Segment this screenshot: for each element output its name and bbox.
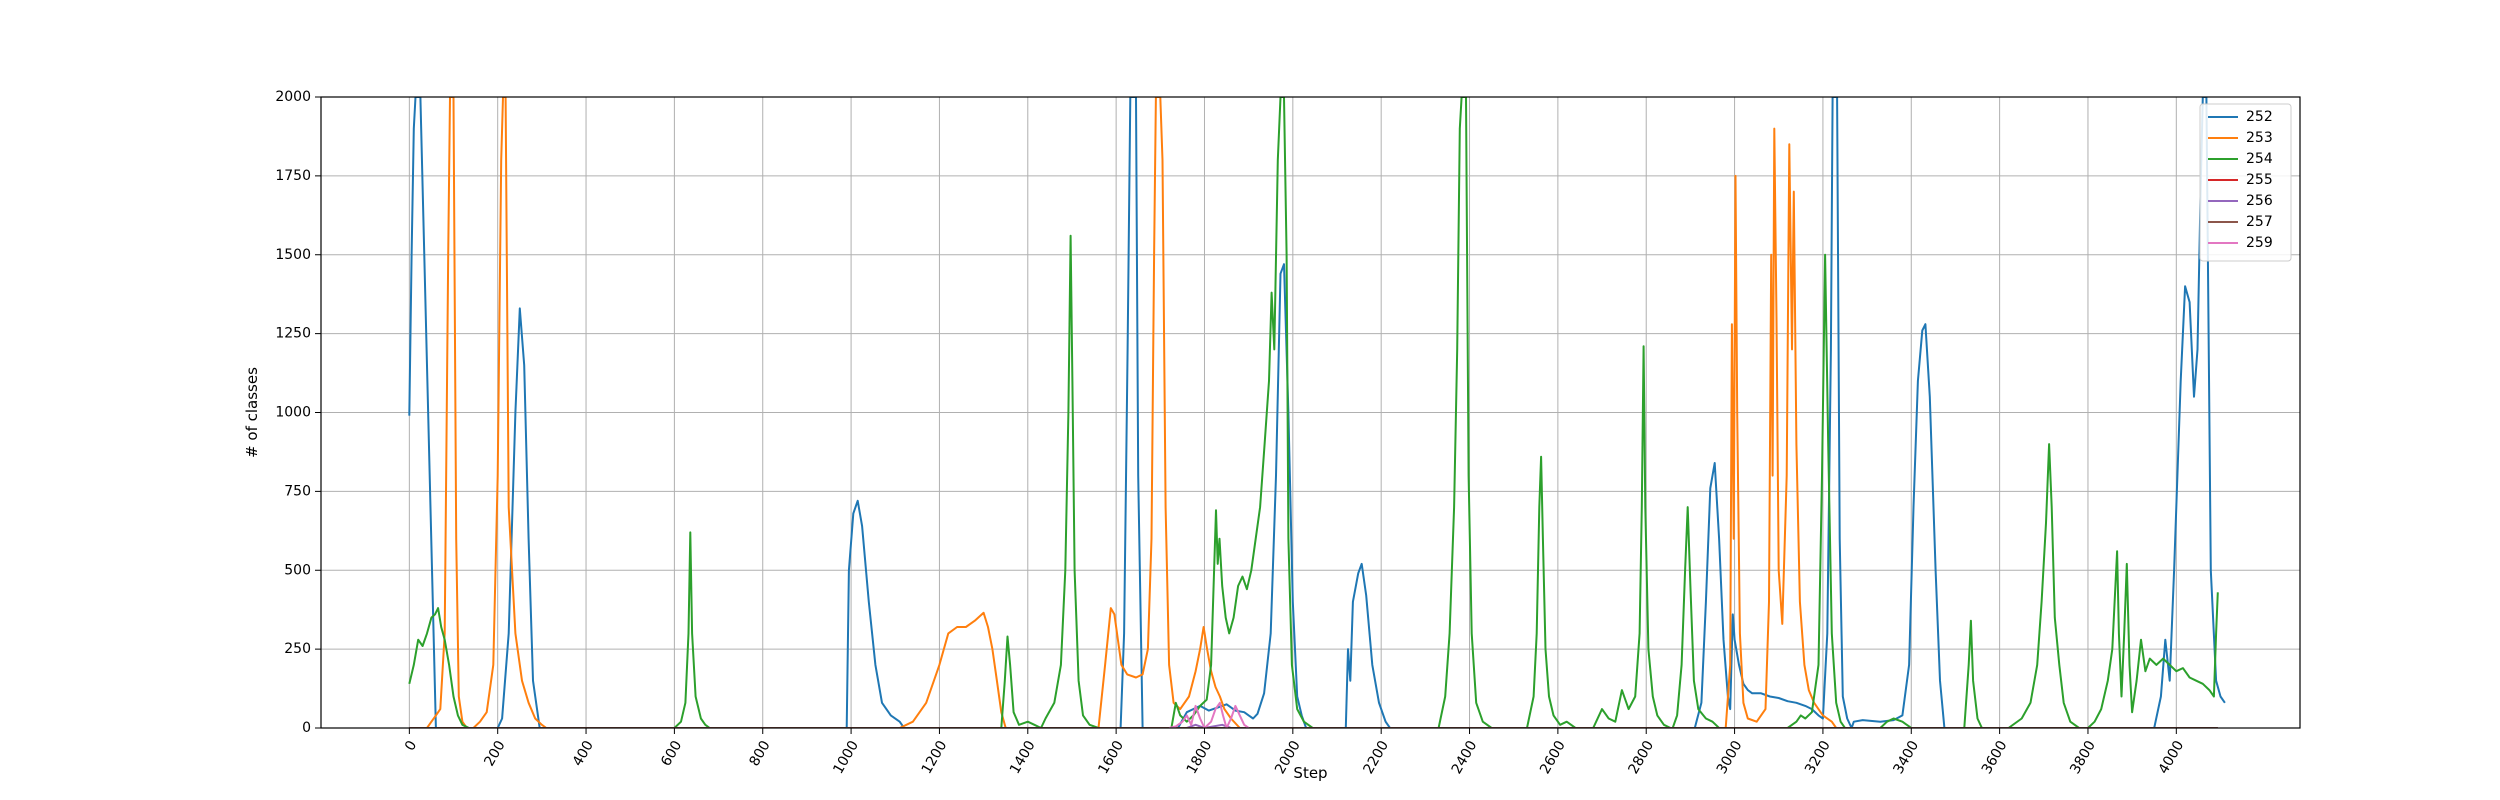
x-tick-label: 2600 — [1537, 738, 1569, 777]
x-tick-label: 3000 — [1714, 738, 1746, 777]
y-axis-ticks: 0 250 500 750 1000 1250 1500 1750 2000 — [275, 89, 321, 736]
x-tick-label: 1200 — [919, 738, 951, 777]
x-tick-label: 2200 — [1360, 738, 1392, 777]
y-axis-label: # of classes — [243, 367, 261, 458]
legend-label-256: 256 — [2246, 193, 2273, 209]
y-tick-label: 0 — [302, 720, 311, 736]
y-tick-label: 250 — [284, 641, 311, 657]
legend-label-255: 255 — [2246, 172, 2273, 188]
y-tick-label: 1500 — [275, 247, 311, 263]
x-tick-label: 3200 — [1802, 738, 1834, 777]
legend: 252 253 254 255 256 257 259 — [2199, 103, 2292, 262]
x-tick-label: 3400 — [1891, 738, 1923, 777]
x-tick-label: 3600 — [1979, 738, 2011, 777]
legend-label-254: 254 — [2246, 151, 2273, 167]
grid-lines — [321, 96, 2300, 729]
y-tick-label: 2000 — [275, 89, 311, 105]
x-tick-label: 3800 — [2067, 738, 2099, 777]
x-tick-label: 2800 — [1625, 738, 1657, 777]
x-tick-label: 2400 — [1449, 738, 1481, 777]
legend-label-253: 253 — [2246, 130, 2273, 146]
x-tick-label: 1800 — [1184, 738, 1216, 777]
y-tick-label: 750 — [284, 483, 311, 499]
series-line-253 — [409, 97, 1838, 728]
y-tick-label: 1750 — [275, 168, 311, 184]
x-tick-label: 1600 — [1095, 738, 1127, 777]
x-tick-label: 0 — [402, 738, 420, 754]
series-lines — [408, 97, 2226, 728]
series-line-259 — [1168, 701, 1250, 728]
x-tick-label: 400 — [570, 738, 597, 769]
x-tick-label: 800 — [746, 738, 773, 769]
x-tick-label: 1000 — [830, 738, 862, 777]
x-tick-label: 1400 — [1007, 738, 1039, 777]
series-line-254 — [408, 97, 2219, 728]
y-tick-label: 1000 — [275, 405, 311, 421]
x-axis-label: Step — [1293, 764, 1327, 782]
y-tick-label: 500 — [284, 562, 311, 578]
y-tick-label: 1250 — [275, 326, 311, 342]
series-line-252 — [408, 97, 2226, 728]
x-tick-label: 200 — [481, 738, 508, 769]
x-tick-label: 600 — [658, 738, 685, 769]
legend-label-252: 252 — [2246, 109, 2273, 125]
legend-label-259: 259 — [2246, 235, 2273, 251]
x-tick-label: 4000 — [2156, 738, 2188, 777]
legend-label-257: 257 — [2246, 214, 2273, 230]
